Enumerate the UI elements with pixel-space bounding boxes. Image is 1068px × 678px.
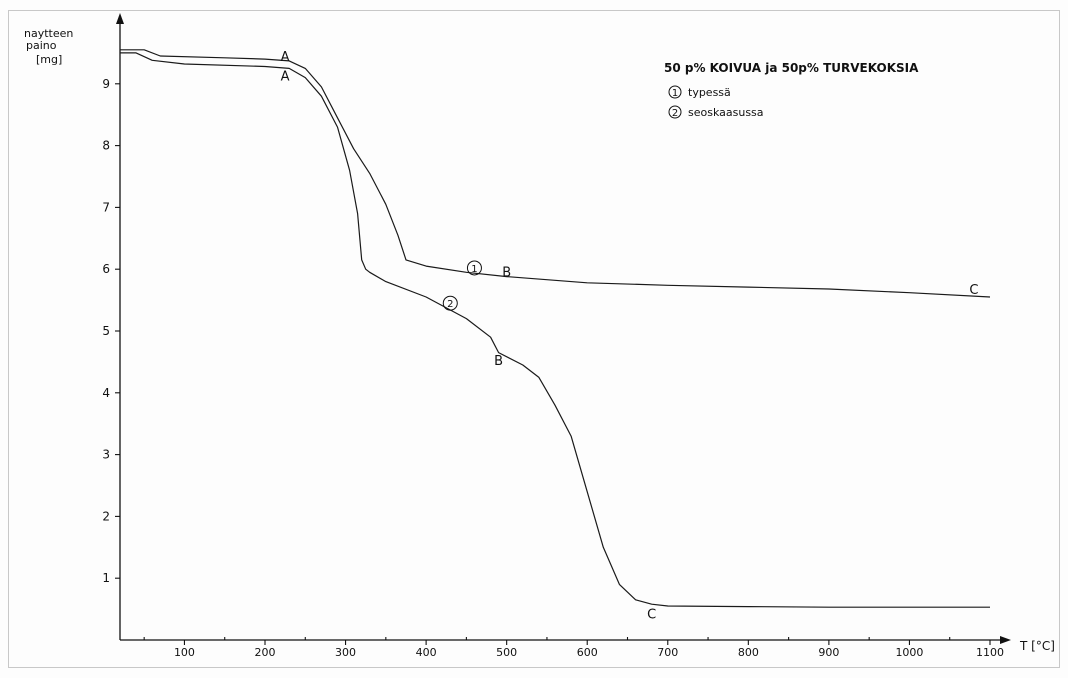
- x-tick-label-900: 900: [818, 646, 839, 659]
- legend-marker-1-number: 1: [672, 88, 678, 99]
- y-axis-label: naytteen paino [mg]: [24, 27, 73, 66]
- x-tick-label-1000: 1000: [895, 646, 923, 659]
- y-ticks: 1 2 3 4 5 6 7 8 9: [102, 77, 120, 585]
- y-axis-arrow: [116, 13, 124, 24]
- x-axis-arrow: [1000, 636, 1011, 644]
- y-tick-label-3: 3: [102, 448, 110, 462]
- series-line-2: [120, 52, 990, 608]
- x-tick-label-200: 200: [255, 646, 276, 659]
- y-tick-label-1: 1: [102, 571, 110, 585]
- legend-marker-2-number: 2: [672, 108, 678, 119]
- y-tick-label-6: 6: [102, 262, 110, 276]
- y-tick-label-2: 2: [102, 509, 110, 523]
- legend-item-1: 1 typessä: [668, 85, 731, 99]
- y-tick-label-8: 8: [102, 139, 110, 153]
- series-2-point-label-B: B: [494, 354, 503, 369]
- series-1-point-label-A: A: [281, 50, 290, 65]
- y-tick-label-7: 7: [102, 200, 110, 214]
- x-tick-label-400: 400: [416, 646, 437, 659]
- legend-marker-1: [668, 85, 682, 99]
- x-tick-label-1100: 1100: [976, 646, 1004, 659]
- series-2-curve-marker: [442, 295, 458, 311]
- legend-item-2: 2 seoskaasussa: [668, 105, 764, 119]
- legend: 50 p% KOIVUA ja 50p% TURVEKOKSIA 1 types…: [664, 61, 919, 119]
- series-line-1: [120, 49, 991, 298]
- series-1-curve-marker: [466, 260, 482, 276]
- series-1-point-label-B: B: [502, 266, 511, 281]
- series-group: A B C 1 A B C 2: [120, 49, 991, 622]
- x-tick-label-300: 300: [335, 646, 356, 659]
- y-tick-label-5: 5: [102, 324, 110, 338]
- y-axis-label-line-1: naytteen: [24, 27, 73, 40]
- x-tick-label-100: 100: [174, 646, 195, 659]
- x-tick-label-800: 800: [738, 646, 759, 659]
- series-1-curve-marker-number: 1: [471, 264, 477, 275]
- y-axis-label-line-2: paino: [26, 39, 57, 52]
- y-tick-label-9: 9: [102, 77, 110, 91]
- legend-label-1: typessä: [688, 86, 731, 99]
- series-1-point-label-C: C: [969, 283, 978, 298]
- series-2-point-label-C: C: [647, 607, 656, 622]
- y-tick-label-4: 4: [102, 386, 110, 400]
- x-tick-label-600: 600: [577, 646, 598, 659]
- chart-title: 50 p% KOIVUA ja 50p% TURVEKOKSIA: [664, 61, 919, 75]
- series-2-curve-marker-number: 2: [447, 299, 453, 310]
- y-axis-label-line-3: [mg]: [36, 53, 62, 66]
- image-border: [8, 10, 1060, 668]
- legend-marker-2: [668, 105, 682, 119]
- series-2-point-label-A: A: [281, 70, 290, 85]
- x-tick-label-500: 500: [496, 646, 517, 659]
- legend-label-2: seoskaasussa: [688, 106, 764, 119]
- x-tick-label-700: 700: [657, 646, 678, 659]
- x-axis-label: T [°C]: [1019, 639, 1055, 653]
- x-ticks: 100 200 300 400 500 600 700 800 900 1000 1100: [143, 637, 1004, 659]
